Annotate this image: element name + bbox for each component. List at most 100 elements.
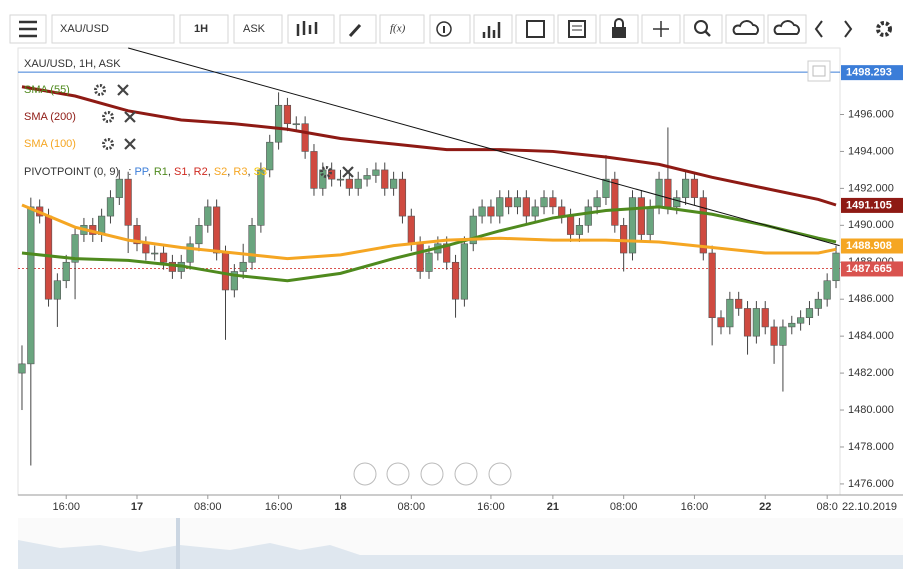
pivot-part: ,: [168, 166, 174, 178]
candle-body: [681, 178, 690, 198]
close-icon[interactable]: [124, 111, 136, 123]
candle-body: [230, 271, 238, 291]
candle-body: [328, 169, 336, 180]
pivot-part: ,: [148, 166, 154, 178]
pivot-part: ,: [227, 166, 233, 178]
settings-button[interactable]: [876, 21, 892, 37]
candle-body: [779, 326, 787, 346]
candle-body: [345, 178, 353, 189]
candle-body: [213, 206, 221, 254]
close-icon[interactable]: [117, 84, 129, 96]
navigator-handle[interactable]: [176, 518, 180, 569]
candle-body: [115, 178, 123, 198]
gear-icon[interactable]: [320, 166, 332, 178]
candle-body: [248, 225, 256, 263]
candle-body: [407, 215, 415, 245]
candle-body: [717, 317, 725, 328]
date-label: 22.10.2019: [842, 501, 897, 513]
x-tick-label: 16:00: [265, 501, 293, 513]
info-button[interactable]: [429, 14, 471, 44]
nav-reset[interactable]: [420, 462, 444, 486]
legend-settings[interactable]: [94, 84, 106, 96]
pivot-name: PIVOTPOINT (0, 9): [24, 166, 119, 178]
price-label-box: [841, 197, 903, 213]
candle-body: [637, 197, 645, 235]
x-tick-label: 16:00: [681, 501, 709, 513]
chart-type-button[interactable]: [287, 14, 335, 44]
zoom-button[interactable]: [683, 14, 723, 44]
scroll-left-button[interactable]: [814, 20, 823, 38]
symbol-select[interactable]: XAU/USD: [51, 14, 175, 44]
nav-left[interactable]: [353, 462, 377, 486]
candle-body: [814, 298, 822, 309]
candle-body: [788, 322, 796, 328]
y-tick-label: 1492.000: [848, 182, 894, 194]
interval-select[interactable]: 1H: [179, 14, 229, 44]
candle-body: [372, 169, 380, 176]
x-tick-label: 08:0: [816, 501, 837, 513]
legend-entry: SMA (200): [24, 111, 76, 123]
menu-button[interactable]: [9, 14, 47, 44]
nav-zoom-in[interactable]: [454, 462, 478, 486]
candle-body: [186, 243, 194, 263]
pivot-part: R3: [233, 166, 247, 178]
candle-body: [522, 197, 530, 217]
candle-body: [566, 215, 575, 235]
download-button[interactable]: [767, 14, 807, 44]
scroll-right-button[interactable]: [844, 20, 853, 38]
nav-right[interactable]: [488, 462, 512, 486]
candle-body: [797, 317, 805, 324]
candle-body: [18, 363, 26, 374]
side-select[interactable]: ASK: [233, 14, 283, 44]
y-tick-label: 1494.000: [848, 145, 894, 157]
candle-body: [646, 206, 654, 235]
x-tick-label: 08:00: [610, 501, 638, 513]
price-label: 1487.665: [846, 263, 892, 275]
volume-button[interactable]: [473, 14, 513, 44]
news-button[interactable]: [557, 14, 597, 44]
gear-icon: [102, 111, 114, 123]
lock-button[interactable]: [599, 14, 639, 44]
draw-button[interactable]: [339, 14, 377, 44]
candle-body: [496, 197, 504, 217]
candle-body: [106, 197, 115, 217]
candle-body: [443, 243, 451, 263]
pivot-part: :: [128, 166, 134, 178]
pivot-part: S3: [254, 166, 267, 178]
sma-line: [21, 203, 837, 261]
close-icon[interactable]: [342, 166, 354, 178]
legend-settings[interactable]: [102, 111, 114, 123]
upload-button[interactable]: [725, 14, 765, 44]
candle-body: [487, 206, 495, 217]
candle-body: [664, 178, 672, 208]
candle-body: [283, 104, 292, 125]
candle-body: [292, 123, 300, 126]
pivot-part: R2: [194, 166, 208, 178]
candle-body: [133, 225, 141, 245]
candle-body: [708, 252, 716, 318]
indicator-button[interactable]: f(x): [379, 14, 425, 44]
candle-body: [673, 197, 681, 208]
pivot-part: S2: [214, 166, 227, 178]
pivot-part: PP: [134, 166, 148, 178]
nav-zoom-out[interactable]: [386, 462, 410, 486]
calendar-button[interactable]: [515, 14, 555, 44]
interval: 1H: [194, 23, 208, 35]
crosshair-button[interactable]: [641, 14, 681, 44]
y-tick-label: 1486.000: [848, 293, 894, 305]
candle-body: [354, 178, 362, 189]
candle-body: [390, 178, 398, 189]
candle-body: [159, 252, 168, 263]
close-icon[interactable]: [124, 138, 136, 150]
candle-body: [575, 225, 584, 235]
pivot-part: ,: [188, 166, 194, 178]
expand-button[interactable]: [807, 60, 831, 82]
candle-body: [505, 197, 513, 208]
candle-body: [478, 206, 486, 217]
sma-line: [21, 85, 837, 207]
candle-body: [319, 169, 327, 189]
candle-body: [531, 206, 539, 217]
candle-body: [469, 215, 477, 245]
legend-settings[interactable]: [102, 138, 114, 150]
